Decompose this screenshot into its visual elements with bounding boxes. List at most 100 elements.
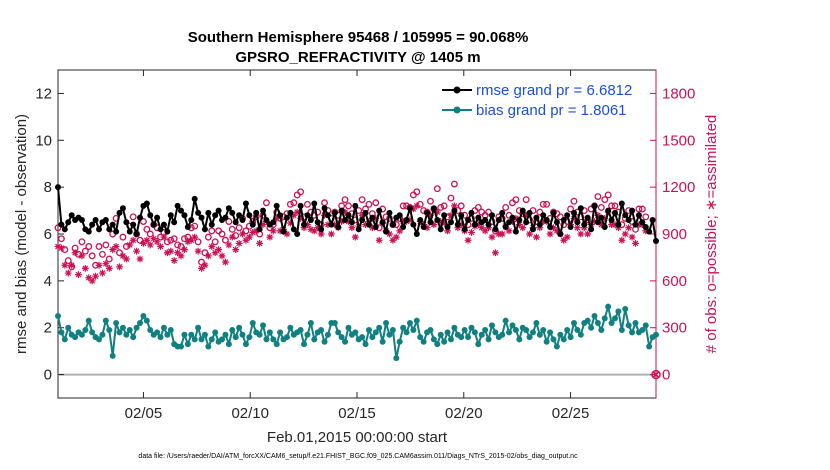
- left-axis-label: rmse and bias (model - observation): [13, 114, 30, 354]
- rmse-point: [362, 209, 369, 216]
- assimilated-obs-point: [181, 246, 188, 254]
- bias-point: [523, 327, 530, 334]
- bias-point: [417, 334, 424, 341]
- bias-point: [386, 331, 393, 338]
- assimilated-obs-point: [95, 261, 103, 269]
- rmse-point: [608, 216, 615, 223]
- bias-point: [184, 341, 191, 348]
- right-y-axis: 0 300 600 900 1200 1500 1800: [650, 70, 695, 398]
- right-tick-label: 1200: [662, 179, 695, 196]
- bias-point: [260, 322, 267, 329]
- bias-point: [444, 329, 451, 336]
- rmse-point: [208, 221, 215, 228]
- bias-point: [102, 317, 109, 324]
- assimilated-obs-point: [351, 233, 359, 241]
- assimilated-obs-point: [92, 272, 99, 280]
- bias-point: [465, 334, 472, 341]
- possible-obs-point: [321, 199, 328, 207]
- rmse-point: [499, 209, 506, 216]
- bias-point: [393, 355, 400, 362]
- bias-point: [410, 327, 417, 334]
- rmse-point: [195, 209, 202, 216]
- possible-obs-point: [570, 197, 578, 205]
- bias-point: [311, 336, 318, 343]
- possible-obs-point: [604, 191, 612, 199]
- rmse-point: [570, 209, 577, 216]
- assimilated-obs-point: [389, 236, 397, 244]
- bias-point: [321, 338, 328, 345]
- rmse-point: [102, 216, 109, 223]
- bias-point: [236, 324, 243, 331]
- possible-obs-point: [642, 213, 650, 221]
- possible-obs-point: [522, 196, 530, 204]
- bias-point: [629, 329, 636, 336]
- possible-obs-point: [457, 202, 465, 210]
- rmse-point: [181, 212, 188, 219]
- rmse-point: [639, 219, 646, 226]
- rmse-point: [154, 214, 161, 221]
- bias-point: [427, 327, 434, 334]
- assimilated-obs-point: [88, 277, 96, 285]
- bias-point: [167, 327, 174, 334]
- bias-point: [560, 336, 567, 343]
- assimilated-obs-point: [163, 249, 171, 257]
- assimilated-obs-point: [157, 243, 164, 250]
- rmse-point: [331, 209, 338, 216]
- bias-point: [208, 336, 215, 343]
- possible-obs-point: [638, 205, 646, 213]
- assimilated-obs-point: [184, 238, 192, 246]
- data-file-footnote: data file: /Users/raeder/DAI/ATM_forcXX/…: [138, 453, 578, 460]
- assimilated-obs-point: [187, 236, 195, 244]
- possible-obs-point: [262, 199, 270, 207]
- bias-point: [266, 329, 273, 336]
- assimilated-obs-point: [423, 224, 431, 232]
- possible-obs-point: [54, 224, 62, 232]
- chart-title-line-2: GPSRO_REFRACTIVITY @ 1405 m: [235, 49, 480, 66]
- bias-point: [605, 303, 612, 310]
- possible-obs-point: [64, 257, 72, 265]
- rmse-point: [92, 216, 99, 223]
- bias-point: [564, 327, 571, 334]
- assimilated-obs-point: [522, 211, 530, 219]
- rmse-point: [400, 223, 407, 230]
- bias-point: [601, 315, 608, 322]
- possible-obs-point: [170, 235, 178, 243]
- chart-title-line-1: Southern Hemisphere 95468 / 105995 = 90.…: [188, 29, 529, 46]
- possible-obs-point: [75, 250, 82, 258]
- bias-point: [461, 327, 468, 334]
- assimilated-obs-point: [81, 264, 89, 272]
- assimilated-obs-point: [194, 247, 202, 255]
- rmse-point: [629, 207, 636, 214]
- assimilated-obs-point: [464, 236, 472, 244]
- legend-rmse-dot-marker: [453, 86, 461, 94]
- rmse-point: [369, 214, 376, 221]
- rmse-point: [307, 216, 314, 223]
- rmse-point: [178, 207, 185, 214]
- bias-point: [324, 331, 331, 338]
- assimilated-obs-point: [430, 221, 438, 229]
- bias-point: [229, 327, 236, 334]
- assimilated-obs-point: [300, 224, 308, 232]
- bias-point: [529, 329, 536, 336]
- bias-point: [526, 334, 533, 341]
- assimilated-obs-point: [570, 214, 578, 222]
- rmse-point: [232, 219, 239, 226]
- x-tick-label: 02/10: [231, 405, 269, 422]
- rmse-point: [529, 226, 536, 233]
- rmse-point: [465, 216, 472, 223]
- assimilated-obs-point: [211, 249, 219, 257]
- assimilated-obs-point: [150, 235, 158, 243]
- bias-point: [406, 320, 413, 327]
- bias-point: [506, 329, 513, 336]
- bias-point: [304, 331, 311, 338]
- assimilated-obs-point: [102, 260, 110, 268]
- rmse-point: [458, 212, 465, 219]
- rmse-point: [85, 228, 92, 235]
- legend-rmse-label: rmse grand pr = 6.6812: [476, 82, 632, 99]
- bias-point: [82, 327, 89, 334]
- rmse-point: [348, 219, 355, 226]
- bias-point: [441, 338, 448, 345]
- x-tick-label: 02/15: [338, 405, 376, 422]
- bias-point: [437, 331, 444, 338]
- possible-obs-point: [232, 232, 240, 240]
